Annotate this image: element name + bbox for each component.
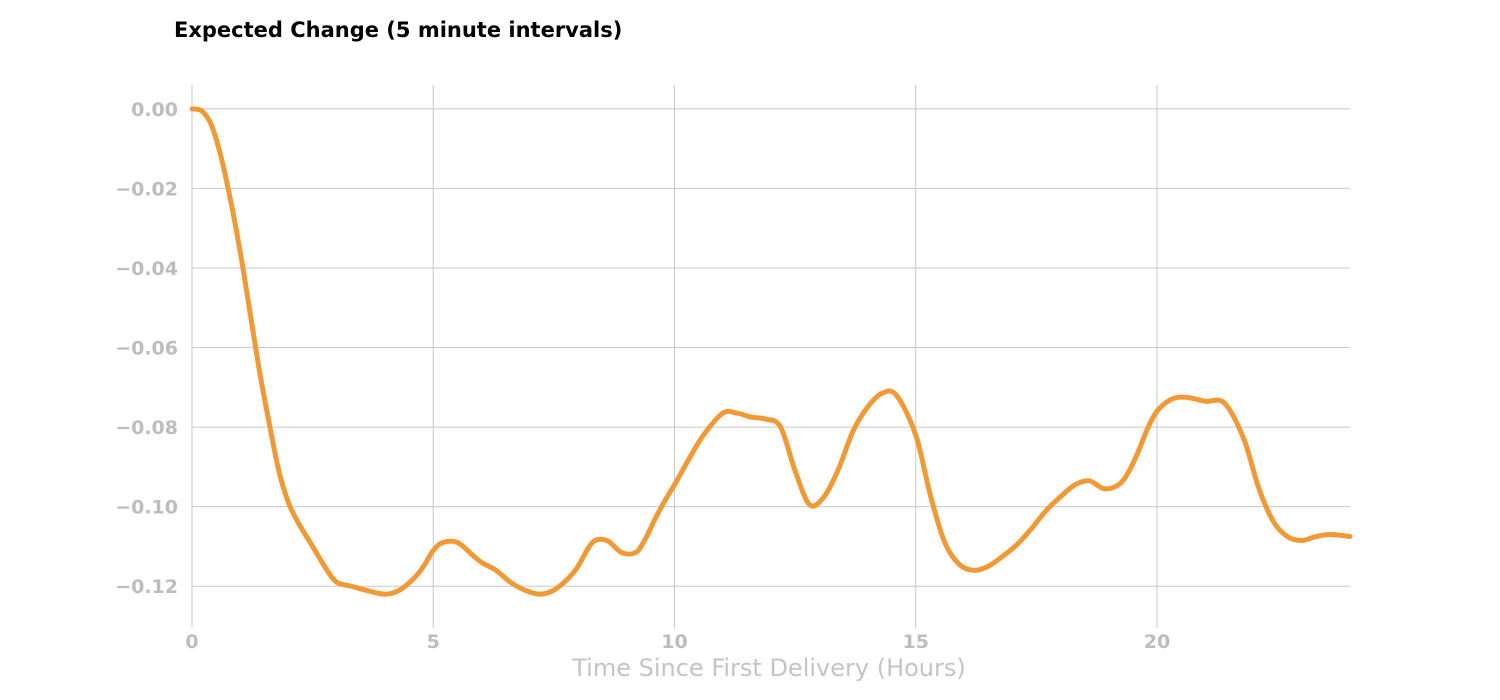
chart-title: Expected Change (5 minute intervals): [174, 18, 623, 42]
x-axis-label: Time Since First Delivery (Hours): [571, 654, 966, 682]
x-tick-label: 5: [427, 631, 440, 653]
y-tick-label: −0.12: [115, 576, 178, 598]
x-tick-label: 10: [661, 631, 687, 653]
y-axis-ticks: 0.00 −0.02 −0.04 −0.06 −0.08 −0.10 −0.12: [115, 99, 178, 598]
y-tick-label: −0.10: [115, 497, 178, 519]
y-tick-label: 0.00: [131, 99, 178, 121]
y-tick-label: −0.02: [115, 178, 178, 200]
y-tick-label: −0.04: [115, 258, 178, 280]
y-tick-label: −0.08: [115, 417, 178, 439]
series-line: [189, 106, 1353, 597]
x-tick-label: 20: [1144, 631, 1170, 653]
grid-lines: [191, 85, 1350, 628]
series-layer: [189, 106, 1353, 597]
x-tick-label: 0: [185, 631, 198, 653]
x-axis-ticks: 0 5 10 15 20: [185, 631, 1170, 653]
x-tick-label: 15: [903, 631, 929, 653]
y-tick-label: −0.06: [115, 338, 178, 360]
